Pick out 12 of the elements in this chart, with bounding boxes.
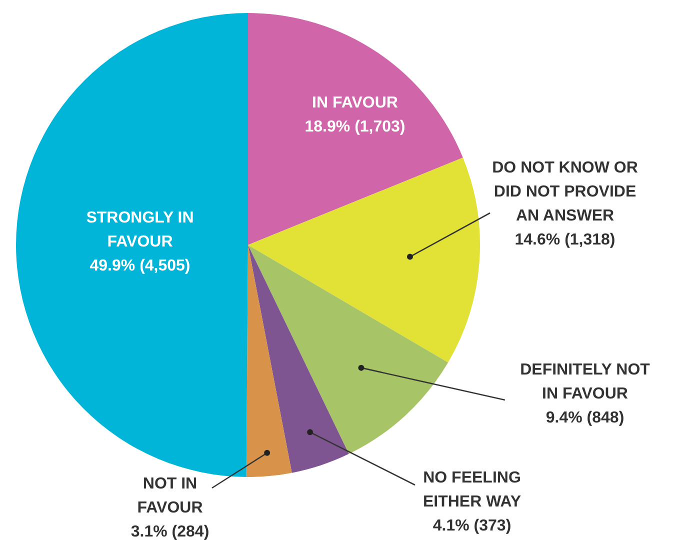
data-label: 9.4% (848) [546,409,624,426]
slice-label: DEFINITELY NOT IN FAVOUR [520,361,650,402]
data-label: 3.1% (284) [130,523,210,540]
data-label: 49.9% (4,505) [90,257,190,274]
slice-label: IN FAVOUR [312,94,398,112]
slice-label: NO FEELING EITHER WAY [422,469,522,510]
data-label: 18.9% (1,703) [304,118,406,136]
data-label: 4.1% (373) [432,517,512,534]
slice-label: DO NOT KNOW OR DID NOT PROVIDE AN ANSWER [492,159,638,224]
data-label: 14.6% (1,318) [514,231,616,248]
slice-label: NOT IN FAVOUR [137,475,204,516]
slice-label: STRONGLY IN FAVOUR [86,209,194,250]
